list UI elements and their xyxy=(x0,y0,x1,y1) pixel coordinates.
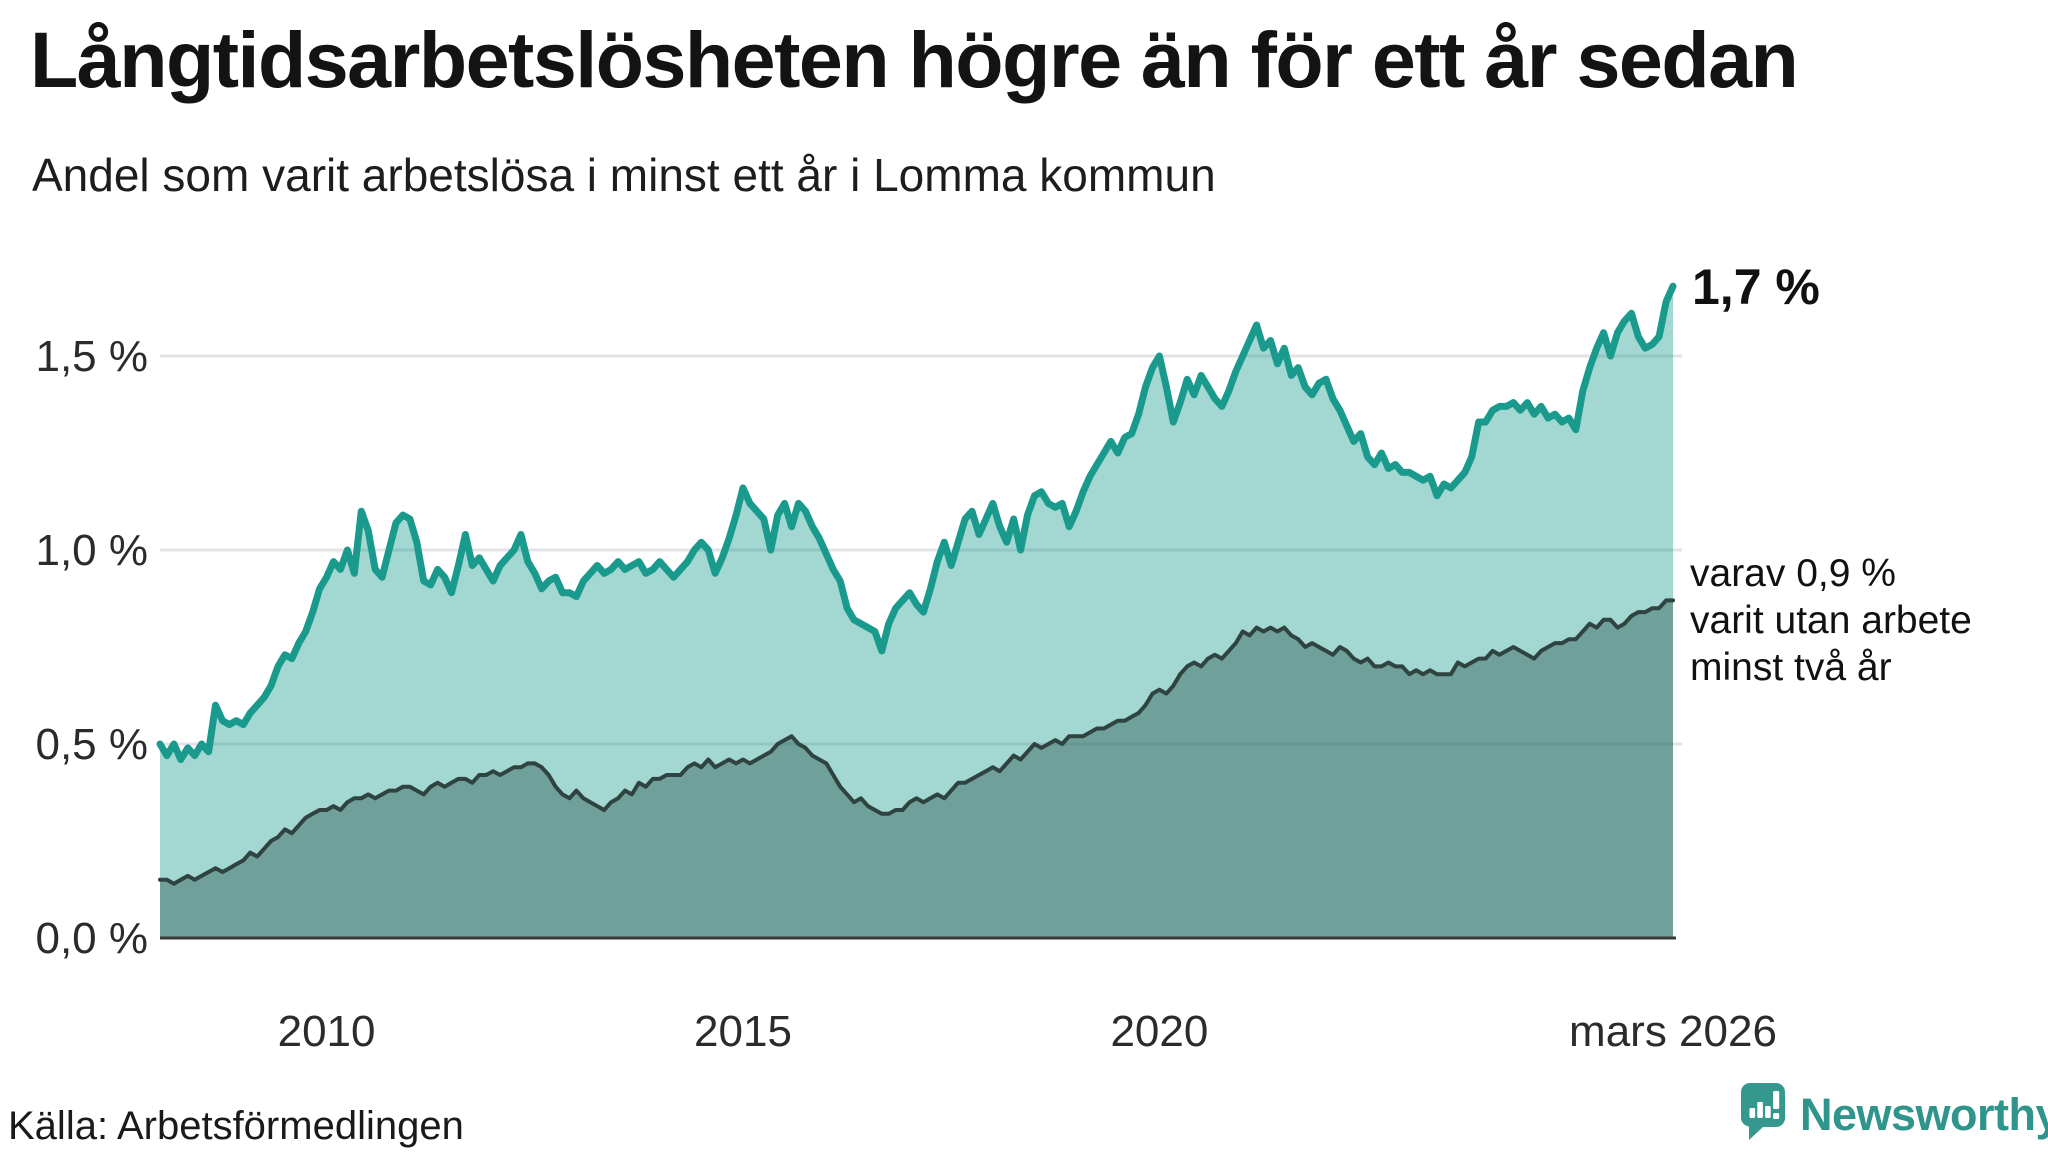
secondary-series-annotation: varav 0,9 % varit utan arbete minst två … xyxy=(1690,550,1972,691)
y-axis-tick-label: 1,0 % xyxy=(35,526,148,575)
source-credit: Källa: Arbetsförmedlingen xyxy=(8,1104,464,1148)
newsworthy-logo: Newsworthy xyxy=(1740,1082,2048,1147)
line-two-years xyxy=(158,598,1675,886)
newsworthy-wordmark: Newsworthy xyxy=(1800,1088,2048,1140)
annotation-line-2: varit utan arbete xyxy=(1690,599,1972,642)
x-axis-tick-label: 2020 xyxy=(1110,1007,1208,1056)
y-axis-tick-label: 0,5 % xyxy=(35,720,148,769)
x-axis-tick-label: 2010 xyxy=(278,1007,376,1056)
series-end-value-label: 1,7 % xyxy=(1692,259,1820,315)
area-fill-two-years xyxy=(160,600,1673,938)
x-axis-tick-label: 2015 xyxy=(694,1007,792,1056)
page-title: Långtidsarbetslösheten högre än för ett … xyxy=(30,15,1799,104)
line-one-year xyxy=(156,282,1677,763)
newsworthy-logo-icon xyxy=(1740,1082,1786,1147)
page-subtitle: Andel som varit arbetslösa i minst ett å… xyxy=(32,149,1216,201)
y-axis-tick-label: 1,5 % xyxy=(35,332,148,381)
annotation-line-3: minst två år xyxy=(1690,646,1892,689)
y-axis-tick-label: 0,0 % xyxy=(35,914,148,963)
x-axis-tick-label: mars 2026 xyxy=(1569,1007,1777,1056)
annotation-line-1: varav 0,9 % xyxy=(1690,552,1896,595)
